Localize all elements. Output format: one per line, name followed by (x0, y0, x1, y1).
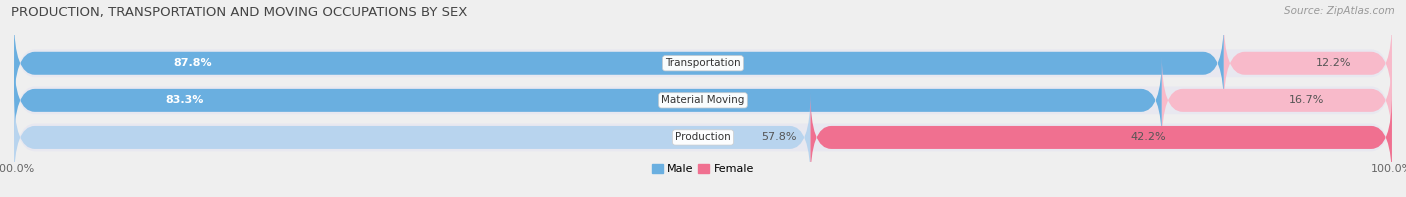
Text: 57.8%: 57.8% (761, 132, 797, 142)
FancyBboxPatch shape (1223, 19, 1392, 107)
FancyBboxPatch shape (14, 59, 1392, 142)
Text: Source: ZipAtlas.com: Source: ZipAtlas.com (1284, 6, 1395, 16)
Text: Transportation: Transportation (665, 58, 741, 68)
FancyBboxPatch shape (1161, 56, 1392, 144)
FancyBboxPatch shape (810, 93, 1392, 182)
FancyBboxPatch shape (14, 93, 810, 182)
Text: 83.3%: 83.3% (166, 95, 204, 105)
Text: 12.2%: 12.2% (1316, 58, 1351, 68)
Legend: Male, Female: Male, Female (647, 159, 759, 179)
FancyBboxPatch shape (14, 56, 1161, 144)
Text: 87.8%: 87.8% (173, 58, 212, 68)
Text: PRODUCTION, TRANSPORTATION AND MOVING OCCUPATIONS BY SEX: PRODUCTION, TRANSPORTATION AND MOVING OC… (11, 6, 468, 19)
FancyBboxPatch shape (14, 21, 1392, 105)
Text: 16.7%: 16.7% (1288, 95, 1324, 105)
Text: Production: Production (675, 132, 731, 142)
Text: Material Moving: Material Moving (661, 95, 745, 105)
FancyBboxPatch shape (14, 96, 1392, 179)
Text: 42.2%: 42.2% (1130, 132, 1166, 142)
FancyBboxPatch shape (14, 19, 1223, 107)
